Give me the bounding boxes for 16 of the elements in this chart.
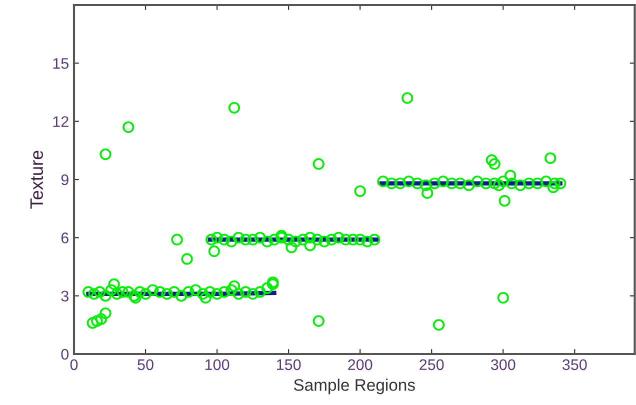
y-axis-title: Texture <box>30 150 44 209</box>
x-tick-label: 150 <box>276 359 301 370</box>
x-axis-title: Sample Regions <box>294 378 415 394</box>
x-tick-label: 100 <box>205 359 230 370</box>
x-tick-label: 200 <box>348 359 372 370</box>
y-tick-label: 9 <box>61 174 68 186</box>
y-tick-label: 12 <box>53 116 68 127</box>
x-tick-label: 0 <box>70 359 78 370</box>
x-tick-label: 300 <box>490 359 516 370</box>
x-tick-label: 350 <box>562 359 587 370</box>
y-tick-label: 3 <box>61 290 68 302</box>
y-tick-label: 0 <box>61 348 69 360</box>
y-tick-label: 15 <box>53 58 68 69</box>
x-tick-label: 250 <box>420 359 444 370</box>
x-tick-label: 50 <box>138 359 154 370</box>
y-tick-label: 6 <box>61 232 68 244</box>
